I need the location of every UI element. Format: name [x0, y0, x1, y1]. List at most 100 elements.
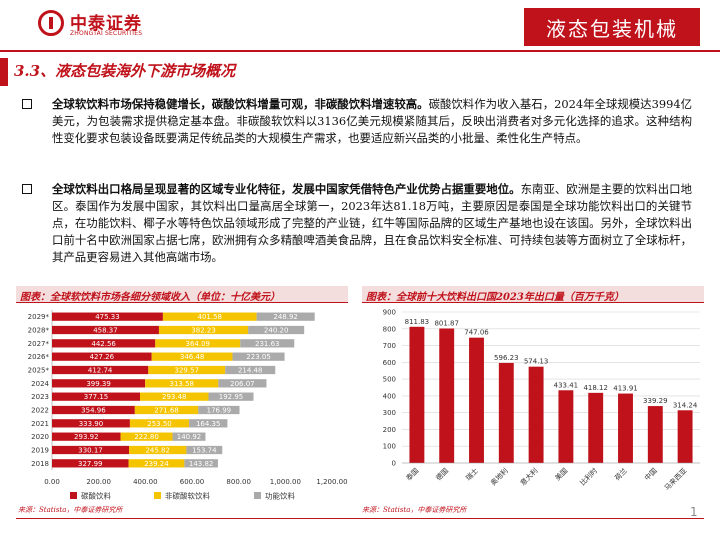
- bar-segment: [208, 392, 254, 401]
- bar-segment: [140, 392, 209, 401]
- paragraph-1-lead: 全球软饮料市场保持稳健增长，碳酸饮料增量可观，非碳酸饮料增速较高。: [52, 97, 429, 111]
- x-tick-label: 荷兰: [613, 466, 629, 482]
- section-marker: [0, 58, 8, 86]
- left-chart-title: 图表：全球软饮料市场各细分领域收入（单位：十亿美元）: [16, 286, 348, 303]
- legend-swatch: [154, 492, 161, 499]
- data-label: 239.24: [144, 460, 169, 468]
- x-tick-label: 德国: [434, 466, 450, 482]
- y-tick-label: 2022: [31, 407, 49, 415]
- legend-swatch: [254, 492, 261, 499]
- bar-segment: [232, 352, 285, 361]
- y-tick-label: 2025*: [28, 367, 50, 375]
- bar-segment: [172, 432, 206, 441]
- bar-segment: [52, 405, 135, 415]
- data-label: 231.63: [255, 340, 280, 348]
- legend-label: 碳酸饮料: [81, 491, 111, 501]
- data-label: 339.29: [643, 397, 668, 405]
- y-tick-label: 2029*: [28, 313, 50, 321]
- paragraph-2-lead: 全球饮料出口格局呈现显著的区域专业化特征，发展中国家凭借特色产业优势占据重要地位…: [52, 182, 521, 196]
- x-tick-label: 中国: [642, 466, 658, 482]
- data-label: 458.37: [93, 327, 118, 335]
- data-label: 377.15: [84, 393, 109, 401]
- y-tick-label: 800: [383, 325, 396, 333]
- data-label: 801.87: [434, 319, 459, 327]
- bar-segment: [134, 405, 199, 415]
- paragraph-2: 全球饮料出口格局呈现显著的区域专业化特征，发展中国家凭借特色产业优势占据重要地位…: [22, 181, 692, 266]
- data-label: 412.74: [88, 367, 113, 375]
- y-tick-label: 2027*: [28, 340, 50, 348]
- stacked-bar-chart: 2018 327.99 239.24 143.82 2019 330.17 245.82 15…: [28, 310, 348, 501]
- data-label: 206.07: [230, 380, 255, 388]
- data-label: 140.92: [177, 433, 202, 441]
- y-tick-label: 2024: [31, 380, 49, 388]
- x-tick-label: 瑞士: [464, 466, 480, 482]
- bar: [618, 393, 633, 463]
- x-tick-label: 泰国: [404, 466, 420, 482]
- bar-segment: [145, 379, 219, 388]
- bar-segment: [52, 312, 163, 321]
- bar-segment: [52, 445, 130, 455]
- bar: [498, 362, 514, 463]
- data-label: 364.09: [185, 340, 210, 348]
- bar-segment: [128, 459, 185, 468]
- bar-segment: [52, 339, 156, 348]
- y-tick-label: 500: [383, 376, 396, 384]
- x-tick-label: 比利时: [578, 466, 599, 487]
- data-label: 271.68: [154, 407, 179, 415]
- data-label: 475.33: [95, 313, 120, 321]
- data-label: 240.20: [264, 327, 289, 335]
- x-tick-label: 美国: [553, 466, 569, 482]
- data-label: 192.95: [219, 393, 244, 401]
- x-tick-label: 600.00: [180, 478, 205, 486]
- x-tick-label: 800.00: [226, 478, 251, 486]
- export-bar-chart: 0 100 200 300 400 500 600 700 800 900 811.83 泰国 801.…: [383, 309, 700, 492]
- data-label: 329.57: [175, 367, 200, 375]
- bar-segment: [129, 419, 190, 428]
- bar: [528, 366, 544, 463]
- bar-segment: [184, 459, 218, 468]
- data-label: 333.90: [79, 420, 104, 428]
- bar-segment: [240, 339, 295, 348]
- data-label: 747.06: [464, 329, 489, 337]
- x-tick-label: 0.00: [44, 478, 60, 486]
- paragraph-1-body: 碳酸饮料作为收入基石，2024年全球规模达3994亿美元，为包装需求提供稳定基本…: [52, 97, 692, 145]
- data-label: 382.23: [191, 327, 216, 335]
- data-label: 354.96: [81, 407, 106, 415]
- bullet-square-icon: [22, 184, 32, 194]
- x-tick-label: 1,200.00: [316, 478, 347, 486]
- logo-subtext: ZHONGTAI SECURITIES: [70, 30, 143, 37]
- data-label: 418.12: [583, 384, 608, 392]
- bar-segment: [225, 365, 276, 375]
- bar-segment: [256, 312, 315, 321]
- data-label: 442.56: [91, 340, 116, 348]
- data-label: 153.74: [192, 447, 217, 455]
- bar-segment: [52, 432, 121, 441]
- data-label: 574.13: [524, 358, 549, 366]
- bar-segment: [52, 392, 141, 401]
- y-tick-label: 2026*: [28, 353, 50, 361]
- bar: [558, 390, 574, 463]
- data-label: 293.92: [74, 433, 99, 441]
- bar: [409, 326, 425, 463]
- right-chart-source: 来源：Statista，中泰证券研究所: [362, 506, 467, 514]
- y-tick-label: 2019: [31, 447, 49, 455]
- bar: [469, 337, 484, 463]
- bar: [588, 392, 604, 463]
- x-tick-label: 意大利: [518, 466, 539, 487]
- bar-segment: [189, 419, 228, 428]
- bar-segment: [52, 325, 159, 335]
- y-tick-label: 900: [383, 309, 396, 317]
- bar-segment: [129, 445, 187, 455]
- x-tick-label: 奥地利: [489, 466, 510, 487]
- data-label: 314.24: [673, 401, 698, 409]
- bar-segment: [248, 325, 305, 335]
- y-tick-label: 400: [383, 392, 396, 400]
- bar-segment: [198, 405, 240, 415]
- bar-segment: [148, 365, 226, 375]
- y-tick-label: 600: [383, 359, 396, 367]
- data-label: 413.91: [613, 385, 638, 393]
- data-label: 433.41: [554, 381, 579, 389]
- legend-label: 非碳酸软饮料: [165, 491, 210, 501]
- data-label: 327.99: [78, 460, 103, 468]
- y-tick-label: 200: [383, 426, 396, 434]
